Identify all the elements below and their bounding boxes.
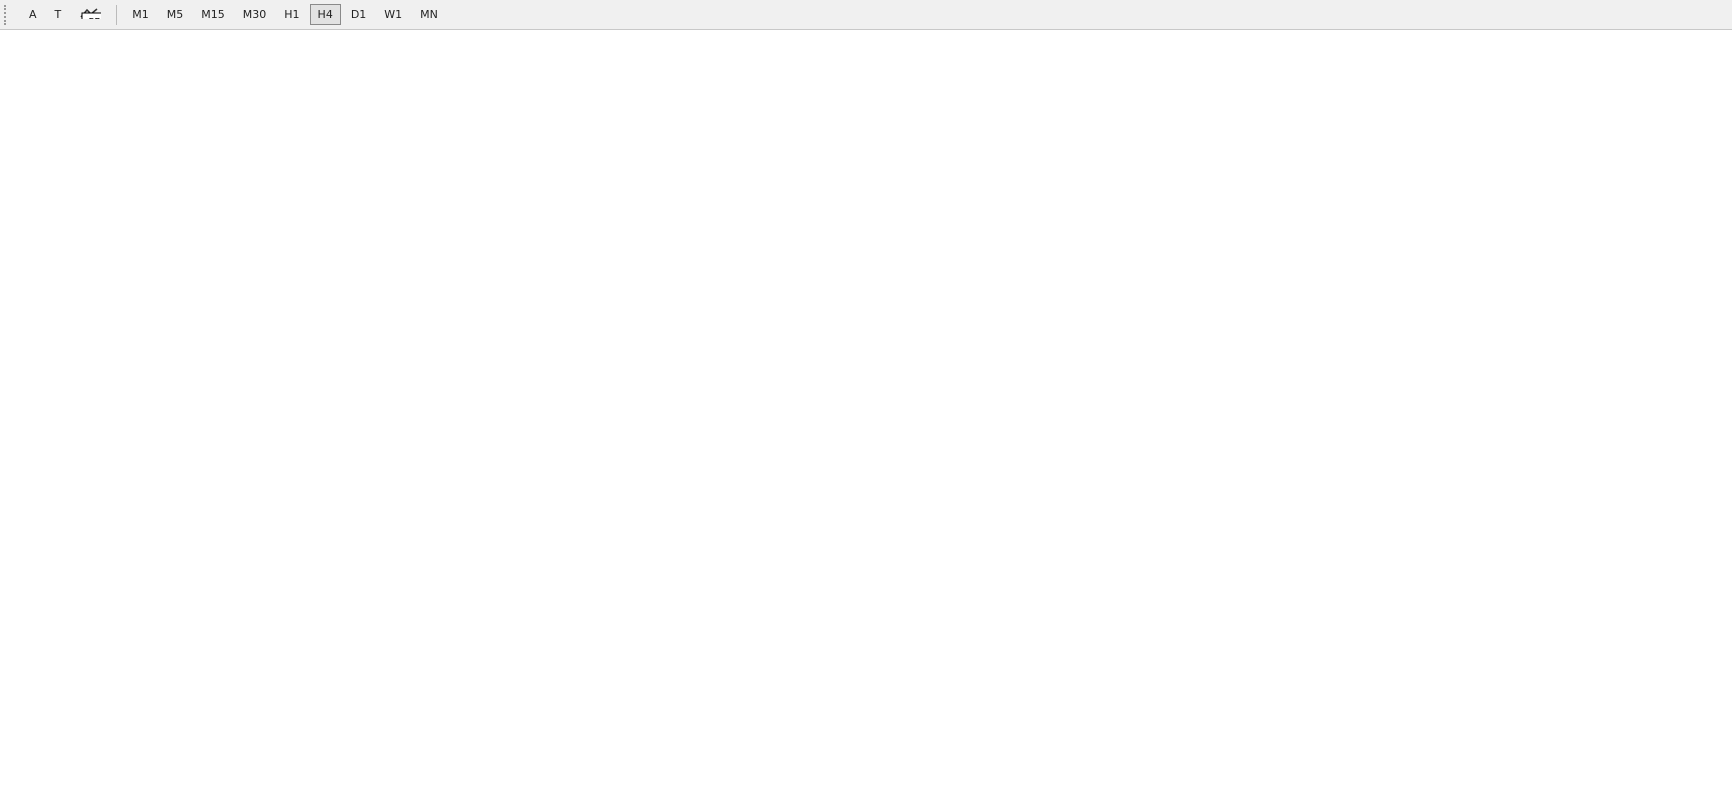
timeframe-button[interactable]: H4 [309,4,341,25]
timeframe-button[interactable]: M5 [166,8,184,21]
chart [0,30,1732,796]
separator [116,4,118,25]
toolbar-grip [4,4,14,25]
toolbar: A T SP500-,H4 3372.750 3376.250 3372.750… [0,0,1732,768]
timeframe-button[interactable]: M15 [201,8,225,21]
timeframe-button[interactable]: MN [420,8,438,21]
shapes-icon: SP500-,H4 3372.750 3376.250 3372.750 337… [80,8,1732,768]
timeframes: M1 M5 M15 M30 H1 H4 D1 W1 MN [123,4,447,25]
timeframe-button[interactable]: W1 [384,8,403,21]
tool-button[interactable]: SP500-,H4 3372.750 3376.250 3372.750 337… [71,3,1732,768]
timeframe-button[interactable]: H1 [284,8,300,21]
timeframe-button[interactable]: M30 [242,8,267,21]
timeframe-button[interactable]: M1 [132,8,149,21]
tool-button[interactable]: T [54,8,62,21]
tool-button[interactable]: A [29,8,37,21]
timeframe-button[interactable]: D1 [350,8,367,21]
panel-title: SP500-,H4 3372.750 3376.250 3372.750 337… [88,17,101,19]
